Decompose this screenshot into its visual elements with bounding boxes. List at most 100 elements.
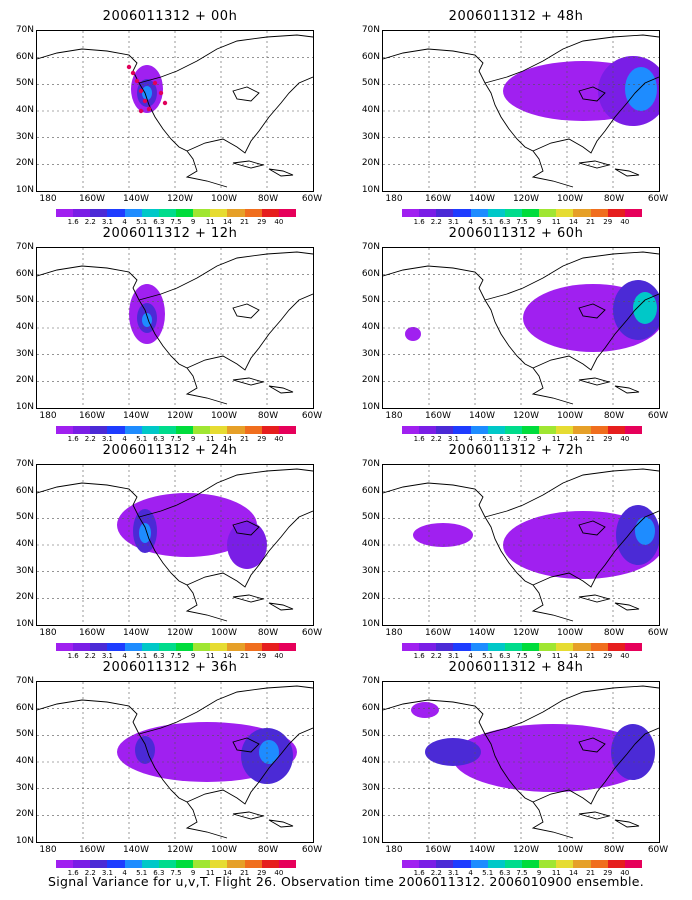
panel-title: 2006011312 + 84h	[448, 660, 584, 675]
colorbar-swatch	[124, 209, 142, 217]
coastline	[578, 303, 606, 319]
colorbar-label: 40	[620, 652, 630, 660]
colorbar-swatch	[56, 426, 74, 434]
lat-tick-label: 40N	[15, 539, 34, 549]
colorbar-swatch	[573, 209, 591, 217]
colorbar-swatch	[210, 209, 228, 217]
colorbar-swatch	[487, 426, 505, 434]
lat-tick-label: 40N	[361, 539, 380, 549]
lon-tick-label: 140W	[468, 845, 496, 855]
coastline	[232, 377, 294, 394]
colorbar-label: 5.1	[136, 869, 148, 877]
coastline	[578, 86, 606, 102]
lat-tick-label: 70N	[15, 459, 34, 469]
colorbar-label: 21	[586, 652, 596, 660]
map-area	[36, 681, 314, 843]
variance-contour	[405, 327, 421, 341]
lat-tick-label: 30N	[361, 782, 380, 793]
colorbar-swatch	[90, 643, 108, 651]
colorbar-swatch	[573, 643, 591, 651]
colorbar-label: 21	[586, 218, 596, 226]
colorbar-swatch	[419, 209, 437, 217]
lon-tick-label: 80W	[603, 194, 625, 204]
observation-point	[138, 88, 144, 94]
lon-tick-label: 60W	[647, 194, 669, 204]
colorbar-swatch	[244, 643, 262, 651]
lat-tick-label: 20N	[15, 809, 34, 820]
lon-tick-label: 80W	[603, 411, 625, 421]
lat-tick-label: 30N	[15, 131, 34, 142]
coastline	[383, 251, 659, 405]
lat-tick-label: 60N	[361, 268, 380, 279]
lon-tick-label: 180	[39, 628, 57, 638]
colorbar-swatch	[504, 643, 522, 651]
colorbar-swatch	[158, 643, 176, 651]
colorbar-swatch	[278, 426, 296, 434]
colorbar-swatch	[539, 860, 557, 868]
lon-tick-label: 100W	[556, 194, 584, 204]
colorbar-swatch	[56, 860, 74, 868]
lon-tick-label: 180	[385, 628, 403, 638]
colorbar-swatch	[504, 209, 522, 217]
observation-point	[142, 98, 148, 104]
colorbar-label: 2.2	[430, 869, 442, 877]
map-area	[36, 30, 314, 192]
colorbar-label: 21	[240, 218, 250, 226]
colorbar-swatch	[573, 426, 591, 434]
colorbar-swatch	[607, 426, 625, 434]
colorbar	[402, 209, 642, 217]
colorbar-label: 29	[603, 869, 613, 877]
colorbar-label: 9	[536, 218, 542, 226]
panel-title: 2006011312 + 24h	[102, 443, 238, 458]
lat-tick-label: 50N	[361, 512, 380, 523]
colorbar-label: 7.5	[516, 435, 528, 443]
colorbar-swatch	[487, 643, 505, 651]
colorbar-swatch	[261, 209, 279, 217]
lat-tick-label: 60N	[15, 702, 34, 713]
lon-tick-label: 120W	[166, 411, 194, 421]
map-svg	[383, 31, 659, 191]
lon-tick-label: 120W	[512, 845, 540, 855]
map-panel: 2006011312 + 60h 70N 60N 50N 40N 30N 20N 10N 180…	[346, 225, 686, 443]
colorbar-label: 40	[620, 435, 630, 443]
colorbar-label: 2.2	[430, 435, 442, 443]
colorbar-swatch	[90, 860, 108, 868]
colorbar-label: 4	[122, 218, 127, 226]
colorbar-label: 6.3	[153, 218, 165, 226]
colorbar-swatch	[141, 426, 159, 434]
colorbar-swatch	[419, 426, 437, 434]
colorbar-label: 1.6	[413, 218, 425, 226]
colorbar-swatch	[624, 209, 642, 217]
colorbar-swatch	[402, 643, 420, 651]
colorbar-swatch	[175, 860, 194, 868]
colorbar-swatch	[419, 643, 437, 651]
colorbar-swatch	[124, 860, 142, 868]
coastline	[37, 251, 313, 405]
colorbar-swatch	[210, 860, 228, 868]
colorbar-label: 11	[205, 218, 215, 226]
colorbar-label: 11	[205, 652, 215, 660]
colorbar-label: 5.1	[136, 652, 148, 660]
colorbar-swatch	[158, 209, 176, 217]
colorbar-label: 9	[190, 435, 196, 443]
map-area	[36, 247, 314, 409]
lat-tick-label: 60N	[361, 702, 380, 713]
colorbar-swatch	[539, 643, 557, 651]
coastline	[232, 303, 260, 319]
lon-tick-label: 60W	[647, 411, 669, 421]
lat-tick-label: 30N	[361, 565, 380, 576]
colorbar-label: 2.2	[430, 218, 442, 226]
map-svg	[37, 31, 313, 191]
colorbar-label: 5.1	[136, 218, 148, 226]
colorbar-label: 11	[551, 652, 561, 660]
colorbar-label: 7.5	[516, 869, 528, 877]
lat-tick-label: 40N	[15, 756, 34, 766]
lat-tick-label: 10N	[15, 402, 34, 412]
lon-tick-label: 160W	[424, 845, 452, 855]
lon-tick-label: 80W	[603, 628, 625, 638]
colorbar-swatch	[175, 426, 194, 434]
colorbar-label: 11	[205, 435, 215, 443]
variance-contour	[633, 292, 657, 324]
map-area	[382, 464, 660, 626]
colorbar	[402, 426, 642, 434]
